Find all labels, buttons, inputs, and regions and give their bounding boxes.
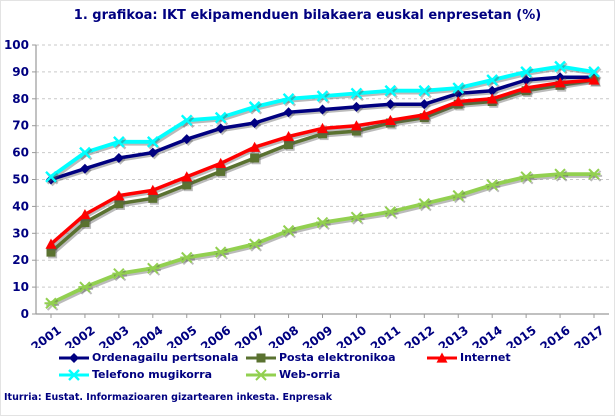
- x-tick-label: 2013: [436, 323, 471, 348]
- x-tick-label: 2015: [504, 323, 539, 348]
- x-tick-label: 2009: [300, 323, 335, 348]
- x-tick-label: 2016: [538, 323, 573, 348]
- y-tick-label: 60: [12, 146, 29, 160]
- legend-item-posta-elektronikoa: Posta elektronikoa: [244, 349, 425, 366]
- line-chart: 0102030405060708090100200120022003200420…: [4, 38, 609, 348]
- y-tick-label: 50: [12, 173, 29, 187]
- x-tick-label: 2005: [164, 323, 199, 348]
- y-tick-label: 0: [21, 307, 29, 321]
- legend-marker-diamond-icon: [59, 352, 89, 363]
- series-web-orria: [44, 168, 603, 311]
- chart-title: 1. grafikoa: IKT ekipamenduen bilakaera …: [73, 8, 542, 23]
- legend-item-ordenagailu-pertsonala: Ordenagailu pertsonala: [57, 349, 244, 366]
- x-axis-labels: 2001200220032004200520062007200820092010…: [29, 314, 607, 348]
- x-tick-label: 2002: [62, 323, 97, 348]
- legend-item-telefono-mugikorra: Telefono mugikorra: [57, 366, 244, 383]
- x-tick-label: 2010: [334, 323, 369, 348]
- y-tick-label: 90: [12, 65, 29, 79]
- x-tick-label: 2017: [572, 323, 607, 348]
- legend-label: Ordenagailu pertsonala: [92, 351, 239, 364]
- y-tick-label: 70: [12, 119, 29, 133]
- y-tick-label: 40: [12, 199, 29, 213]
- legend-marker-square-icon: [246, 353, 276, 362]
- legend-label: Posta elektronikoa: [279, 351, 396, 364]
- y-tick-label: 80: [12, 92, 29, 106]
- x-tick-label: 2003: [96, 323, 131, 348]
- legend-item-web-orria: Web-orria: [244, 366, 425, 383]
- y-tick-label: 20: [12, 253, 29, 267]
- y-gridlines: [32, 44, 609, 315]
- series-ordenagailu-pertsonala: [46, 72, 601, 187]
- x-tick-label: 2006: [198, 323, 233, 348]
- y-tick-label: 10: [12, 280, 29, 294]
- y-tick-label: 30: [12, 226, 29, 240]
- chart-legend: Ordenagailu pertsonala Posta elektronikoa…: [57, 349, 575, 383]
- series-internet: [45, 74, 602, 251]
- series-posta-elektronikoa: [46, 75, 601, 259]
- y-tick-label: 100: [4, 38, 29, 52]
- x-tick-label: 2007: [232, 323, 267, 348]
- legend-marker-asterisk-icon: [246, 368, 276, 381]
- legend-label: Telefono mugikorra: [92, 368, 213, 381]
- series-telefono-mugikorra: [45, 60, 602, 185]
- x-tick-label: 2014: [470, 323, 505, 348]
- y-axis-labels: 0 10 20 30 40 50 60 70 80 90 100: [4, 38, 29, 321]
- x-tick-label: 2008: [266, 323, 301, 348]
- legend-label: Internet: [460, 351, 511, 364]
- x-tick-label: 2012: [402, 323, 437, 348]
- legend-marker-x-icon: [59, 368, 89, 381]
- legend-label: Web-orria: [279, 368, 341, 381]
- x-tick-label: 2011: [368, 323, 403, 348]
- x-tick-label: 2004: [130, 323, 165, 348]
- legend-marker-triangle-icon: [427, 352, 457, 363]
- x-tick-label: 2001: [29, 323, 64, 348]
- source-note: Iturria: Eustat. Informazioaren gizartea…: [4, 392, 333, 403]
- legend-item-internet: Internet: [425, 349, 575, 366]
